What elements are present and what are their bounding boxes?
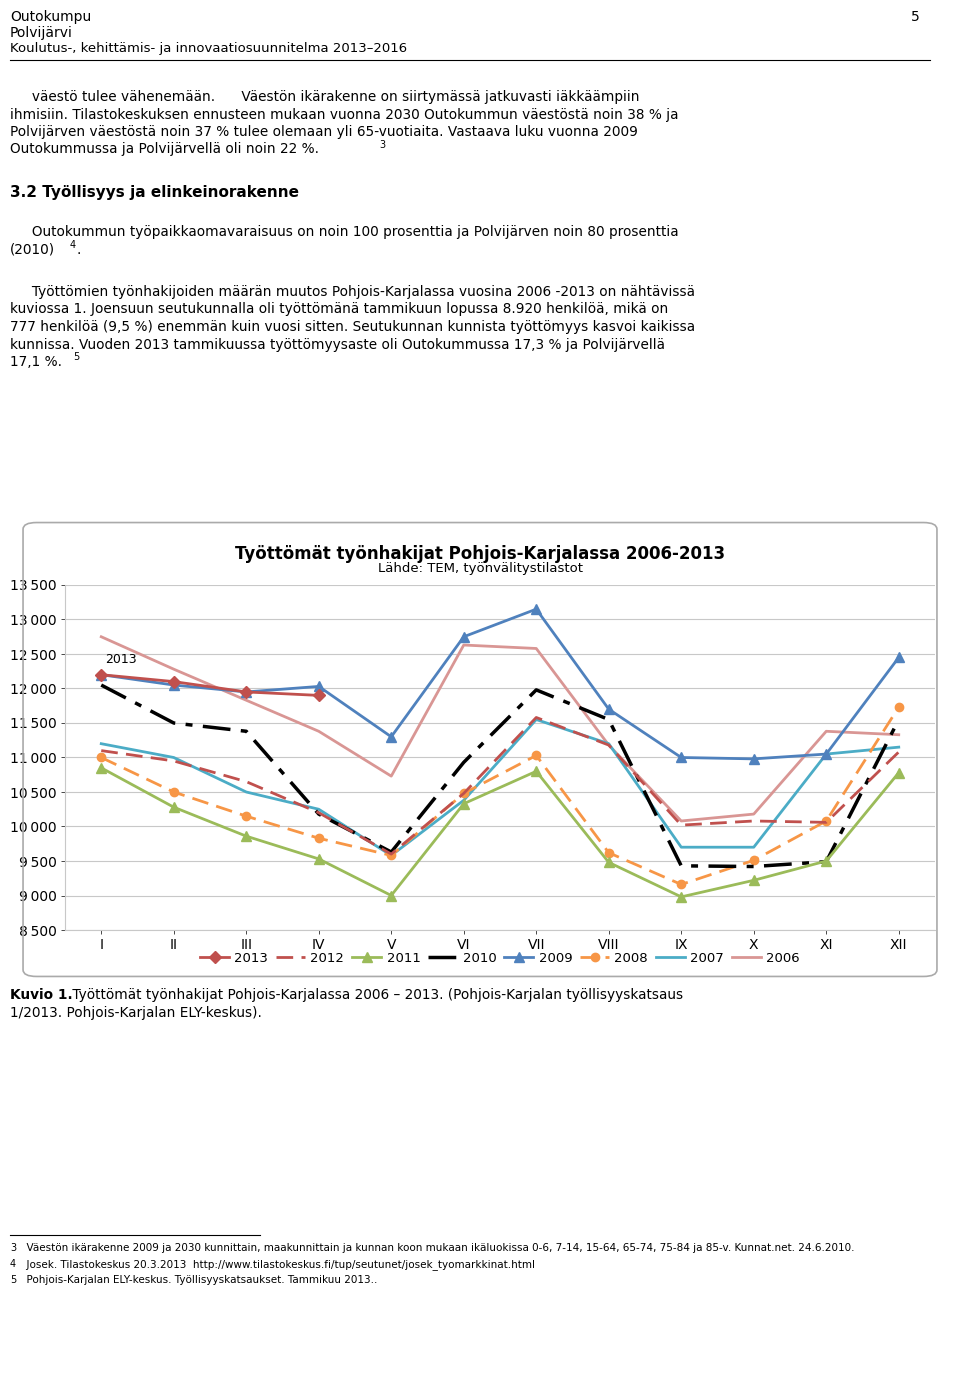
Text: 5: 5 xyxy=(911,10,920,24)
Text: .: . xyxy=(77,243,82,257)
Text: ihmisiin. Tilastokeskuksen ennusteen mukaan vuonna 2030 Outokummun väestöstä noi: ihmisiin. Tilastokeskuksen ennusteen muk… xyxy=(10,107,679,121)
Text: Työttömät työnhakijat Pohjois-Karjalassa 2006 – 2013. (Pohjois-Karjalan työllisy: Työttömät työnhakijat Pohjois-Karjalassa… xyxy=(68,988,684,1002)
Text: 3: 3 xyxy=(10,1242,16,1254)
Text: Väestön ikärakenne 2009 ja 2030 kunnittain, maakunnittain ja kunnan koon mukaan : Väestön ikärakenne 2009 ja 2030 kunnitta… xyxy=(20,1242,854,1254)
Text: 3.2 Työllisyys ja elinkeinorakenne: 3.2 Työllisyys ja elinkeinorakenne xyxy=(10,186,299,200)
Text: Kuvio 1.: Kuvio 1. xyxy=(10,988,73,1002)
Text: Lähde: TEM, työnvälitystilastot: Lähde: TEM, työnvälitystilastot xyxy=(377,563,583,575)
Text: 4: 4 xyxy=(10,1259,16,1269)
Text: Outokummussa ja Polvijärvellä oli noin 22 %.: Outokummussa ja Polvijärvellä oli noin 2… xyxy=(10,142,319,156)
Text: kuviossa 1. Joensuun seutukunnalla oli työttömänä tammikuun lopussa 8.920 henkil: kuviossa 1. Joensuun seutukunnalla oli t… xyxy=(10,303,668,317)
Text: 17,1 %.: 17,1 %. xyxy=(10,355,62,369)
Text: Josek. Tilastokeskus 20.3.2013  http://www.tilastokeskus.fi/tup/seutunet/josek_t: Josek. Tilastokeskus 20.3.2013 http://ww… xyxy=(20,1259,535,1270)
Text: 3: 3 xyxy=(379,140,385,149)
Text: Työttömien työnhakijoiden määrän muutos Pohjois-Karjalassa vuosina 2006 -2013 on: Työttömien työnhakijoiden määrän muutos … xyxy=(10,285,695,299)
Text: 1/2013. Pohjois-Karjalan ELY-keskus).: 1/2013. Pohjois-Karjalan ELY-keskus). xyxy=(10,1005,262,1019)
Text: (2010): (2010) xyxy=(10,243,55,257)
Text: Pohjois-Karjalan ELY-keskus. Työllisyyskatsaukset. Tammikuu 2013..: Pohjois-Karjalan ELY-keskus. Työllisyysk… xyxy=(20,1275,377,1284)
Text: Koulutus-, kehittämis- ja innovaatiosuunnitelma 2013–2016: Koulutus-, kehittämis- ja innovaatiosuun… xyxy=(10,42,407,54)
Text: 4: 4 xyxy=(70,240,76,250)
Text: väestö tulee vähenemään.      Väestön ikärakenne on siirtymässä jatkuvasti iäkkä: väestö tulee vähenemään. Väestön ikärake… xyxy=(10,89,639,103)
Text: 5: 5 xyxy=(10,1275,16,1284)
Text: Outokummun työpaikkaomavaraisuus on noin 100 prosenttia ja Polvijärven noin 80 p: Outokummun työpaikkaomavaraisuus on noin… xyxy=(10,225,679,239)
Text: Työttömät työnhakijat Pohjois-Karjalassa 2006-2013: Työttömät työnhakijat Pohjois-Karjalassa… xyxy=(235,544,725,563)
Legend: 2013, 2012, 2011, 2010, 2009, 2008, 2007, 2006: 2013, 2012, 2011, 2010, 2009, 2008, 2007… xyxy=(195,946,805,970)
Text: 777 henkilöä (9,5 %) enemmän kuin vuosi sitten. Seutukunnan kunnista työttömyys : 777 henkilöä (9,5 %) enemmän kuin vuosi … xyxy=(10,320,695,334)
Text: kunnissa. Vuoden 2013 tammikuussa työttömyysaste oli Outokummussa 17,3 % ja Polv: kunnissa. Vuoden 2013 tammikuussa työttö… xyxy=(10,338,665,352)
Text: Outokumpu: Outokumpu xyxy=(10,10,91,24)
Text: Polvijärvi: Polvijärvi xyxy=(10,27,73,40)
Text: 5: 5 xyxy=(73,352,80,362)
Text: Polvijärven väestöstä noin 37 % tulee olemaan yli 65-vuotiaita. Vastaava luku vu: Polvijärven väestöstä noin 37 % tulee ol… xyxy=(10,126,637,140)
Text: 2013: 2013 xyxy=(105,653,136,666)
